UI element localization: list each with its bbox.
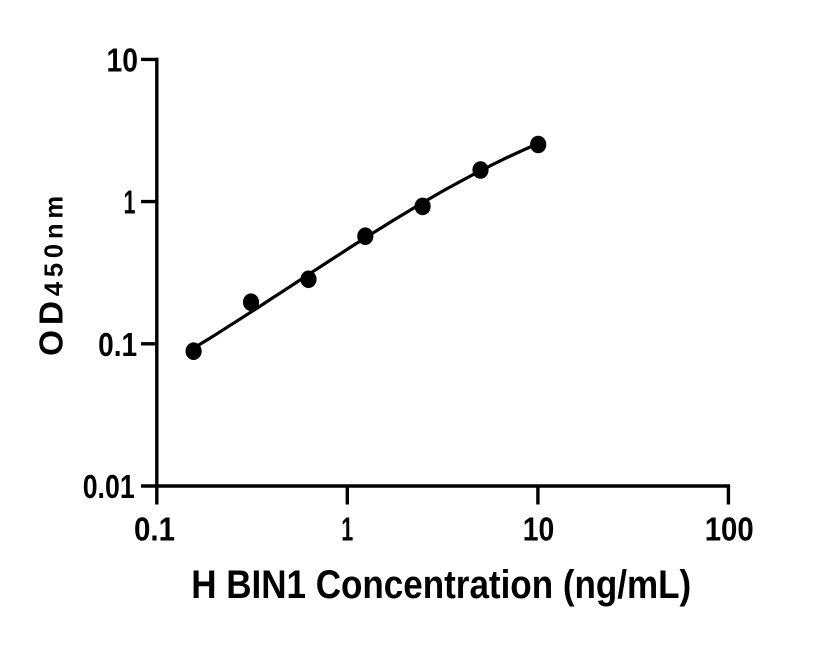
svg-text:H BIN1 Concentration (ng/mL): H BIN1 Concentration (ng/mL) [191, 563, 691, 607]
svg-text:0.01: 0.01 [83, 469, 135, 506]
svg-text:1: 1 [124, 185, 136, 222]
svg-text:OD450nm: OD450nm [34, 191, 71, 356]
svg-text:10: 10 [523, 512, 555, 549]
svg-text:10: 10 [107, 43, 139, 80]
svg-text:100: 100 [705, 512, 754, 549]
svg-text:1: 1 [341, 512, 353, 549]
svg-text:0.1: 0.1 [98, 327, 137, 364]
svg-text:0.1: 0.1 [134, 512, 175, 549]
